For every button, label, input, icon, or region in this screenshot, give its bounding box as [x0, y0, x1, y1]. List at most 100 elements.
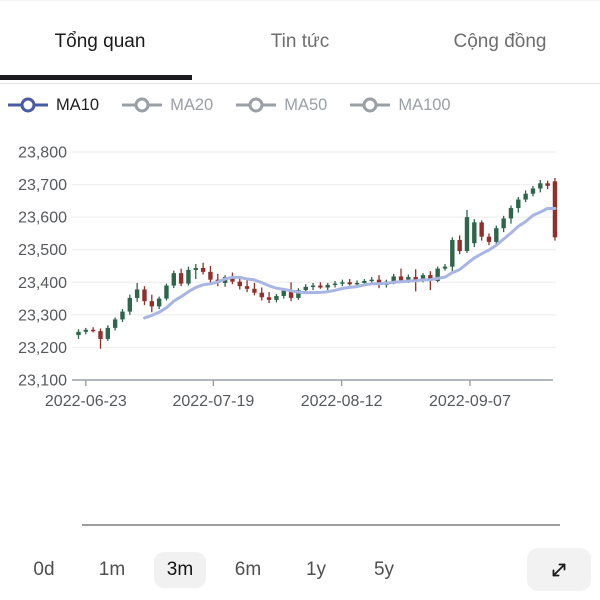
tab-cong-dong[interactable]: Cộng đồng — [453, 31, 547, 52]
candle-body — [420, 275, 426, 280]
candle-body — [501, 218, 506, 229]
tab-tin-tuc[interactable]: Tin tức — [270, 31, 330, 52]
y-axis-label: 23,200 — [18, 340, 67, 357]
y-axis-label: 23,800 — [18, 145, 67, 162]
legend-label: MA10 — [56, 95, 100, 114]
ma-line-icon — [236, 97, 277, 113]
candle-body — [398, 276, 404, 281]
legend-item-ma50[interactable]: MA50 — [236, 96, 327, 115]
candle-body — [545, 183, 550, 186]
candle-body — [288, 290, 294, 298]
candle-body — [538, 183, 543, 189]
ma10-line — [143, 206, 557, 320]
legend-item-ma10[interactable]: MA10 — [8, 96, 99, 115]
candle-body — [523, 193, 528, 200]
candle-body — [252, 288, 257, 293]
tab-tong-quan[interactable]: Tổng quan — [54, 31, 146, 52]
ma-line-icon — [350, 97, 391, 113]
candle-body — [266, 297, 272, 300]
candle-body — [340, 282, 345, 284]
candle-body — [134, 289, 140, 298]
x-axis-label: 2022-07-19 — [172, 393, 254, 410]
legend-item-ma20[interactable]: MA20 — [122, 96, 213, 115]
range-6m[interactable]: 6m — [222, 552, 274, 588]
active-tab-indicator — [0, 75, 192, 80]
range-3m[interactable]: 3m — [153, 552, 207, 588]
candle-body — [259, 292, 264, 298]
candle-body — [428, 275, 433, 281]
candle-body — [90, 329, 96, 332]
candle-body — [318, 285, 323, 288]
candle-body — [435, 268, 440, 281]
candle-body — [156, 298, 162, 307]
legend-label: MA20 — [170, 95, 214, 114]
candle-body — [171, 273, 176, 286]
candle-body — [464, 217, 470, 252]
range-5y[interactable]: 5y — [361, 552, 407, 588]
ma-legend: MA10 MA20 MA50 MA100 — [8, 88, 451, 122]
candle-body — [413, 277, 418, 280]
legend-label: MA100 — [398, 95, 451, 114]
candle-body — [230, 277, 235, 282]
candle-body — [450, 239, 455, 267]
candle-body — [486, 236, 492, 242]
candle-body — [178, 273, 184, 284]
x-axis-label: 2022-08-12 — [301, 393, 383, 410]
candle-body — [281, 290, 286, 296]
candle-body — [516, 199, 521, 209]
candle-body — [406, 277, 411, 281]
candle-body — [98, 331, 103, 339]
candle-body — [332, 283, 338, 285]
candle-body — [479, 222, 484, 237]
y-axis-label: 23,300 — [18, 307, 67, 324]
candle-body — [325, 284, 330, 288]
range-1m[interactable]: 1m — [86, 552, 138, 588]
ma-line-icon — [122, 97, 163, 113]
candle-body — [105, 327, 111, 339]
y-axis-label: 23,700 — [18, 177, 67, 194]
range-0d[interactable]: 0d — [20, 552, 67, 588]
candle-body — [149, 301, 154, 307]
y-axis-label: 23,600 — [18, 210, 67, 227]
candle-body — [472, 222, 477, 244]
candle-body — [391, 276, 396, 282]
candle-body — [296, 290, 301, 298]
candle-body — [142, 289, 147, 302]
range-selector: 0d 1m 3m 6m 1y 5y — [10, 548, 418, 592]
candle-body — [237, 281, 242, 287]
candle-body — [164, 285, 169, 299]
candle-body — [120, 311, 125, 320]
candle-body — [310, 285, 316, 287]
candle-body — [362, 280, 367, 283]
legend-item-ma100[interactable]: MA100 — [350, 95, 451, 115]
candle-body — [208, 271, 213, 280]
candle-body — [127, 297, 133, 312]
candle-body — [200, 267, 206, 272]
range-1y[interactable]: 1y — [293, 552, 339, 588]
x-axis-label: 2022-06-23 — [45, 393, 127, 410]
candle-body — [530, 188, 536, 194]
y-axis-label: 23,500 — [18, 242, 67, 259]
price-candlestick-chart[interactable]: 23,800 23,700 23,600 23,500 23,400 23,300 23,2… — [0, 130, 600, 422]
candle-body — [244, 286, 250, 289]
candle-body — [303, 286, 308, 291]
candle-body — [112, 319, 118, 328]
chart-footer-divider — [82, 524, 560, 526]
expand-arrows-icon — [552, 563, 566, 576]
fullscreen-button[interactable] — [527, 548, 591, 591]
candle-body — [76, 331, 81, 336]
tab-bar: Tổng quan Tin tức Cộng đồng — [0, 0, 600, 84]
y-axis-label: 23,100 — [18, 373, 67, 390]
candle-body — [494, 228, 499, 242]
candle-body — [354, 282, 360, 285]
candle-body — [186, 269, 191, 284]
ma-line-icon — [8, 97, 48, 113]
candle-body — [193, 267, 198, 270]
candle-body — [457, 239, 462, 252]
candle-body — [274, 295, 279, 300]
candle-body — [83, 329, 89, 332]
candle-body — [508, 208, 514, 219]
y-axis-label: 23,400 — [18, 275, 67, 292]
x-axis-label: 2022-09-07 — [429, 393, 511, 410]
candle-body — [347, 282, 352, 285]
